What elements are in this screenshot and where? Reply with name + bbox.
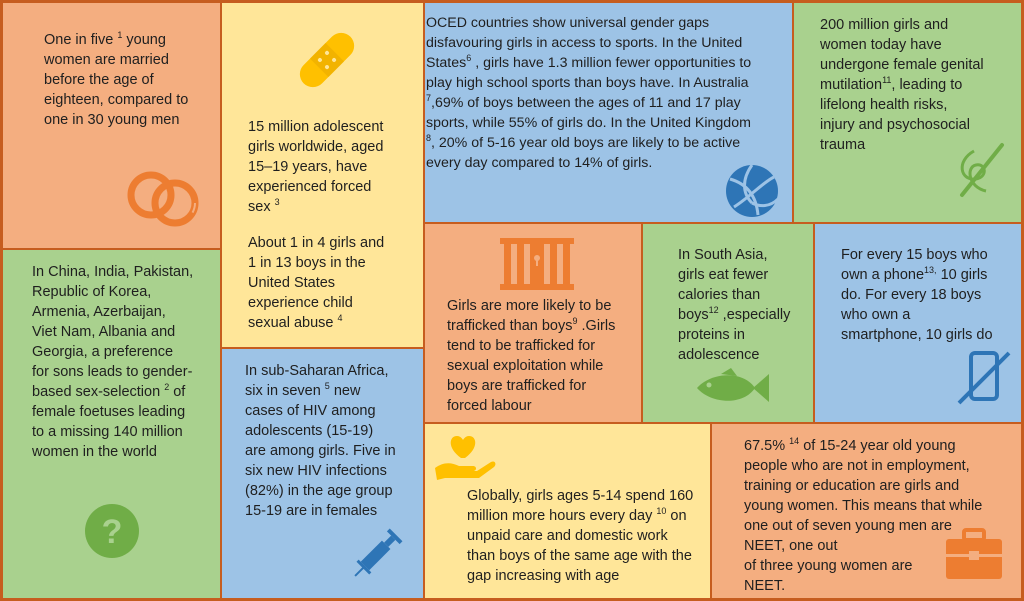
svg-text:?: ? bbox=[102, 513, 123, 551]
question-icon: ? bbox=[84, 503, 140, 559]
unpaid-care-text: Globally, girls ages 5-14 spend 160 mill… bbox=[467, 488, 694, 584]
son-preference-text: In China, India, Pakistan, Republic of K… bbox=[32, 264, 194, 460]
panel-hiv: In sub-Saharan Africa, six in seven 5 ne… bbox=[222, 349, 423, 598]
fgm-text: 200 million girls and women today have u… bbox=[820, 17, 984, 153]
hiv-text: In sub-Saharan Africa, six in seven 5 ne… bbox=[245, 363, 396, 519]
panel-son-preference: In China, India, Pakistan, Republic of K… bbox=[3, 250, 220, 598]
phone-crossed-icon bbox=[955, 349, 1011, 405]
panel-neet: 67.5% 14 of 15-24 year old young people … bbox=[712, 424, 1021, 598]
panel-nutrition: In South Asia, girls eat fewer calories … bbox=[643, 224, 813, 422]
panel-unpaid-care: Globally, girls ages 5-14 spend 160 mill… bbox=[425, 424, 710, 598]
panel-trafficking: Girls are more likely to be trafficked t… bbox=[425, 224, 641, 422]
phones-text: For every 15 boys who own a phone13, 10 … bbox=[841, 247, 993, 343]
forced-sex-text: 15 million adolescent girls worldwide, a… bbox=[248, 119, 384, 215]
heart-hand-icon bbox=[433, 432, 499, 482]
neet-text: 67.5% 14 of 15-24 year old young people … bbox=[744, 436, 983, 595]
child-abuse-text: About 1 in 4 girls and 1 in 13 boys in t… bbox=[248, 235, 385, 331]
panel-child-marriage: One in five 1 young women are married be… bbox=[3, 3, 220, 248]
panel-sports: OCED countries show universal gender gap… bbox=[425, 3, 792, 222]
needle-thread-icon bbox=[952, 141, 1008, 201]
fish-icon bbox=[691, 368, 771, 408]
panel-sexual-violence: 15 million adolescent girls worldwide, a… bbox=[222, 3, 423, 347]
syringe-icon bbox=[344, 521, 410, 587]
child-marriage-text: One in five 1 young women are married be… bbox=[44, 30, 189, 129]
prison-bars-icon bbox=[498, 236, 576, 292]
panel-phones: For every 15 boys who own a phone13, 10 … bbox=[815, 224, 1021, 422]
nutrition-text: In South Asia, girls eat fewer calories … bbox=[678, 247, 791, 363]
volleyball-icon bbox=[724, 163, 780, 219]
panel-fgm: 200 million girls and women today have u… bbox=[794, 3, 1021, 222]
rings-icon bbox=[125, 163, 205, 233]
bandage-icon bbox=[292, 25, 362, 95]
trafficking-text: Girls are more likely to be trafficked t… bbox=[447, 298, 616, 414]
sports-text: OCED countries show universal gender gap… bbox=[426, 15, 752, 171]
briefcase-icon bbox=[944, 526, 1004, 582]
